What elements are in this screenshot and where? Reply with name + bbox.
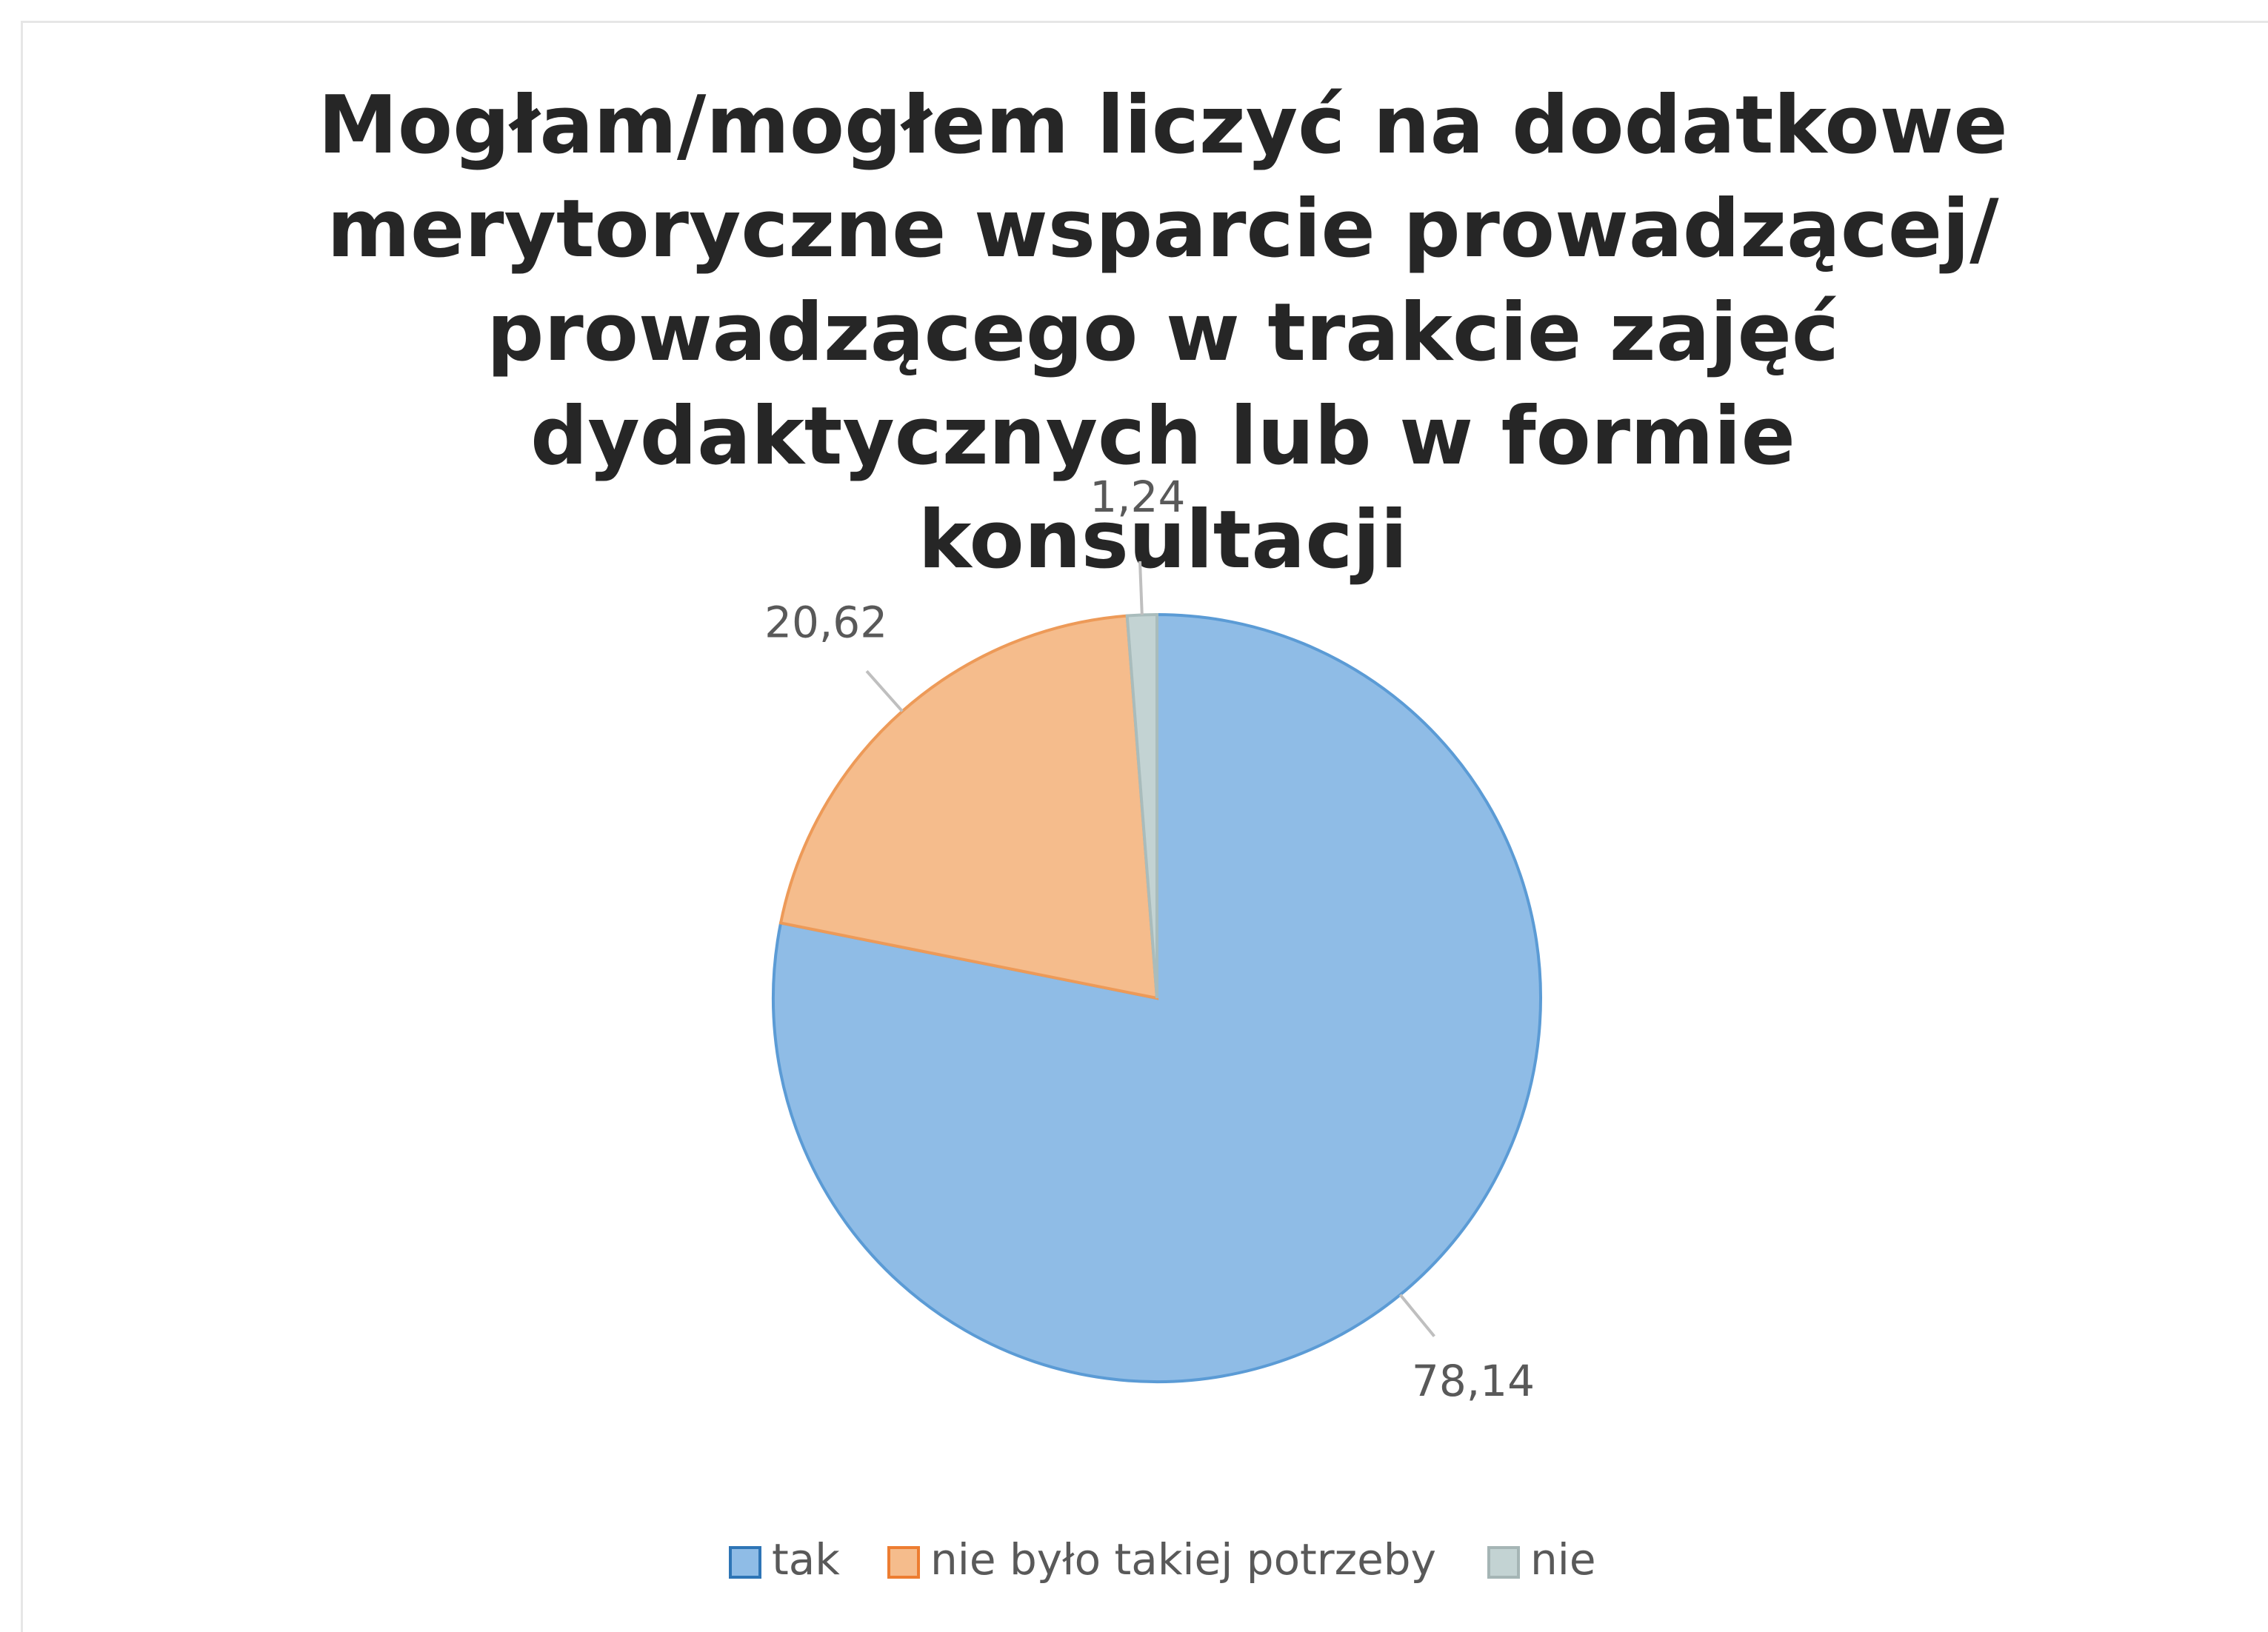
leader-line <box>1138 561 1144 615</box>
legend-label: nie <box>1530 1534 1596 1585</box>
legend-swatch <box>887 1546 920 1579</box>
legend-swatch <box>729 1546 761 1579</box>
legend-label: tak <box>772 1534 840 1585</box>
leader-line <box>1398 1294 1435 1337</box>
legend-swatch <box>1487 1546 1520 1579</box>
chart-frame <box>21 21 2268 1632</box>
chart-title: Mogłam/mogłem liczyć na dodatkowe meryto… <box>318 79 2008 586</box>
data-label: 1,24 <box>1090 472 1185 522</box>
leader-line <box>865 669 904 712</box>
data-label: 20,62 <box>764 597 887 647</box>
data-label: 78,14 <box>1412 1356 1535 1406</box>
legend-label: nie było takiej potrzeby <box>930 1534 1436 1585</box>
